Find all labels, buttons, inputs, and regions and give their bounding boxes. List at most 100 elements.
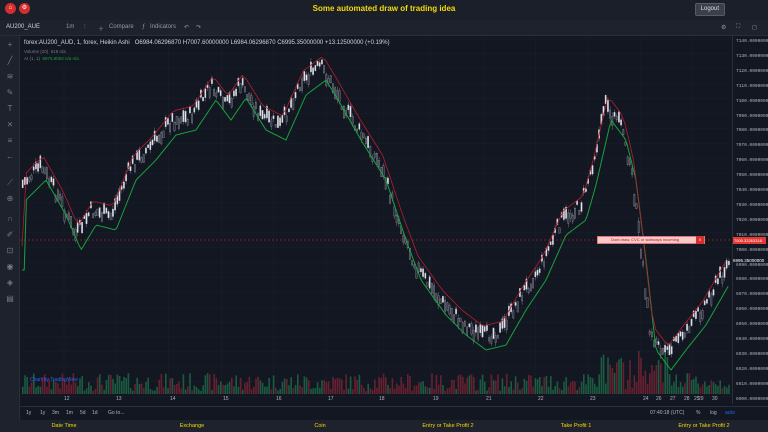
volume-bar xyxy=(154,390,156,394)
volume-bar xyxy=(61,373,64,394)
auto-toggle[interactable]: auto xyxy=(725,410,735,416)
volume-bar xyxy=(191,390,193,394)
range-1y-b[interactable]: 1y xyxy=(40,410,46,416)
volume-bar xyxy=(567,386,570,394)
footer-tp1[interactable]: Take Profit 1 xyxy=(560,423,592,429)
candle xyxy=(466,326,468,336)
footer-entry-tp2-a[interactable]: Entry or Take Profit 2 xyxy=(422,423,474,429)
percent-toggle[interactable]: % xyxy=(696,410,701,416)
volume-bar xyxy=(446,388,449,394)
volume-bar xyxy=(442,385,444,394)
volume-bar xyxy=(490,374,493,394)
chart-style-icon[interactable]: ⫶ xyxy=(84,24,86,30)
volume-bar xyxy=(600,357,603,394)
footer-entry-tp2-b[interactable]: Entry or Take Profit 2 xyxy=(678,423,730,429)
footer-coin[interactable]: Coin xyxy=(314,423,326,429)
snapshot-icon[interactable]: ◻ xyxy=(752,25,757,31)
undo-icon[interactable]: ↶ xyxy=(184,25,190,31)
indicators-button[interactable]: Indicators xyxy=(150,24,177,30)
volume-bar xyxy=(312,388,314,394)
hide-icon[interactable]: ◉ xyxy=(6,262,14,271)
range-1d[interactable]: 1d xyxy=(92,410,98,416)
trash-icon[interactable]: ▤ xyxy=(6,294,14,303)
compare-icon[interactable]: ＋ xyxy=(98,27,105,33)
candle xyxy=(239,83,242,93)
goto-button[interactable]: Go to... xyxy=(108,410,125,416)
price-axis-label: 6920.00000000 xyxy=(736,366,768,372)
legend-ai[interactable]: AI (1, 1) xyxy=(24,56,41,61)
log-toggle[interactable]: log xyxy=(710,410,717,416)
interval-selector[interactable]: 1m xyxy=(66,24,75,30)
candle xyxy=(373,153,376,158)
volume-bar xyxy=(299,385,301,394)
crosshair-icon[interactable]: + xyxy=(7,40,13,49)
volume-bar xyxy=(325,381,328,394)
symbol-search[interactable]: AU200_AUE xyxy=(6,24,41,30)
candle xyxy=(433,285,435,298)
price-chart[interactable] xyxy=(20,36,732,404)
alert-close-button[interactable]: X xyxy=(696,236,704,244)
lock-icon[interactable]: ⊡ xyxy=(6,246,14,255)
candle xyxy=(151,139,154,146)
zoom-icon[interactable]: ⊕ xyxy=(6,194,14,203)
footer-date-time[interactable]: Date Time xyxy=(51,423,77,429)
fib-icon[interactable]: ≋ xyxy=(6,72,14,81)
price-axis[interactable]: 7140.00000000 7130.00000000 7120.00000000 7… xyxy=(732,36,768,404)
candle xyxy=(565,206,567,219)
tradingview-watermark[interactable]: Chart by TradingView xyxy=(30,377,78,383)
indicators-icon[interactable]: ƒ xyxy=(142,24,146,30)
trendline-icon[interactable]: ╱ xyxy=(7,56,13,65)
redo-icon[interactable]: ↷ xyxy=(196,25,202,31)
volume-bar xyxy=(367,383,369,394)
volume-bar xyxy=(24,375,26,394)
utc-clock[interactable]: 07:40:18 (UTC) xyxy=(650,410,685,416)
volume-bar xyxy=(682,386,684,394)
volume-bar xyxy=(521,388,523,394)
arrow-icon[interactable]: ← xyxy=(6,152,14,161)
volume-bar xyxy=(393,388,396,394)
candle xyxy=(728,260,730,266)
fullscreen-icon[interactable]: ⛶ xyxy=(736,24,741,30)
settings-gear-icon[interactable]: ⚙ xyxy=(721,25,727,31)
candle xyxy=(569,213,572,219)
volume-bar xyxy=(631,387,633,394)
home-icon[interactable]: ⌂ xyxy=(5,3,16,14)
volume-bar xyxy=(52,379,55,394)
candle xyxy=(591,165,594,175)
candle xyxy=(712,289,715,296)
candle xyxy=(149,141,152,150)
volume-bar xyxy=(303,376,306,394)
volume-bar xyxy=(429,387,431,394)
volume-bar xyxy=(409,376,411,394)
candle xyxy=(677,333,680,343)
volume-bar xyxy=(363,387,365,394)
volume-bar xyxy=(114,383,116,394)
candle xyxy=(659,348,662,356)
range-1m[interactable]: 1m xyxy=(66,410,73,416)
layers-icon[interactable]: ◈ xyxy=(6,278,14,287)
brush-icon[interactable]: ✎ xyxy=(6,88,14,97)
prediction-icon[interactable]: ≡ xyxy=(7,136,13,145)
range-5d[interactable]: 5d xyxy=(80,410,86,416)
candle xyxy=(512,310,515,319)
magnet-icon[interactable]: ∩ xyxy=(7,214,13,223)
text-icon[interactable]: T xyxy=(7,104,13,113)
stay-drawing-icon[interactable]: ✐ xyxy=(6,230,14,239)
volume-bar xyxy=(215,378,218,394)
candle xyxy=(618,111,620,123)
candle xyxy=(76,222,79,233)
logout-button[interactable]: Logout xyxy=(694,3,725,16)
volume-bar xyxy=(404,387,407,394)
candle xyxy=(653,340,655,347)
pattern-icon[interactable]: ⨯ xyxy=(6,120,14,129)
range-3m[interactable]: 3m xyxy=(52,410,59,416)
compare-button[interactable]: Compare xyxy=(109,24,134,30)
settings-icon[interactable]: ⚙ xyxy=(19,3,30,14)
range-1y[interactable]: 1y xyxy=(26,410,32,416)
volume-bar xyxy=(195,387,198,394)
volume-bar xyxy=(723,386,726,394)
footer-exchange[interactable]: Exchange xyxy=(179,423,205,429)
ruler-icon[interactable]: ⟋ xyxy=(7,178,13,187)
time-axis[interactable]: 12 13 14 15 16 17 18 19 21 22 23 24 25 26 27 28 29 30 xyxy=(20,394,732,406)
legend-volume[interactable]: Volume (20) xyxy=(24,49,49,54)
